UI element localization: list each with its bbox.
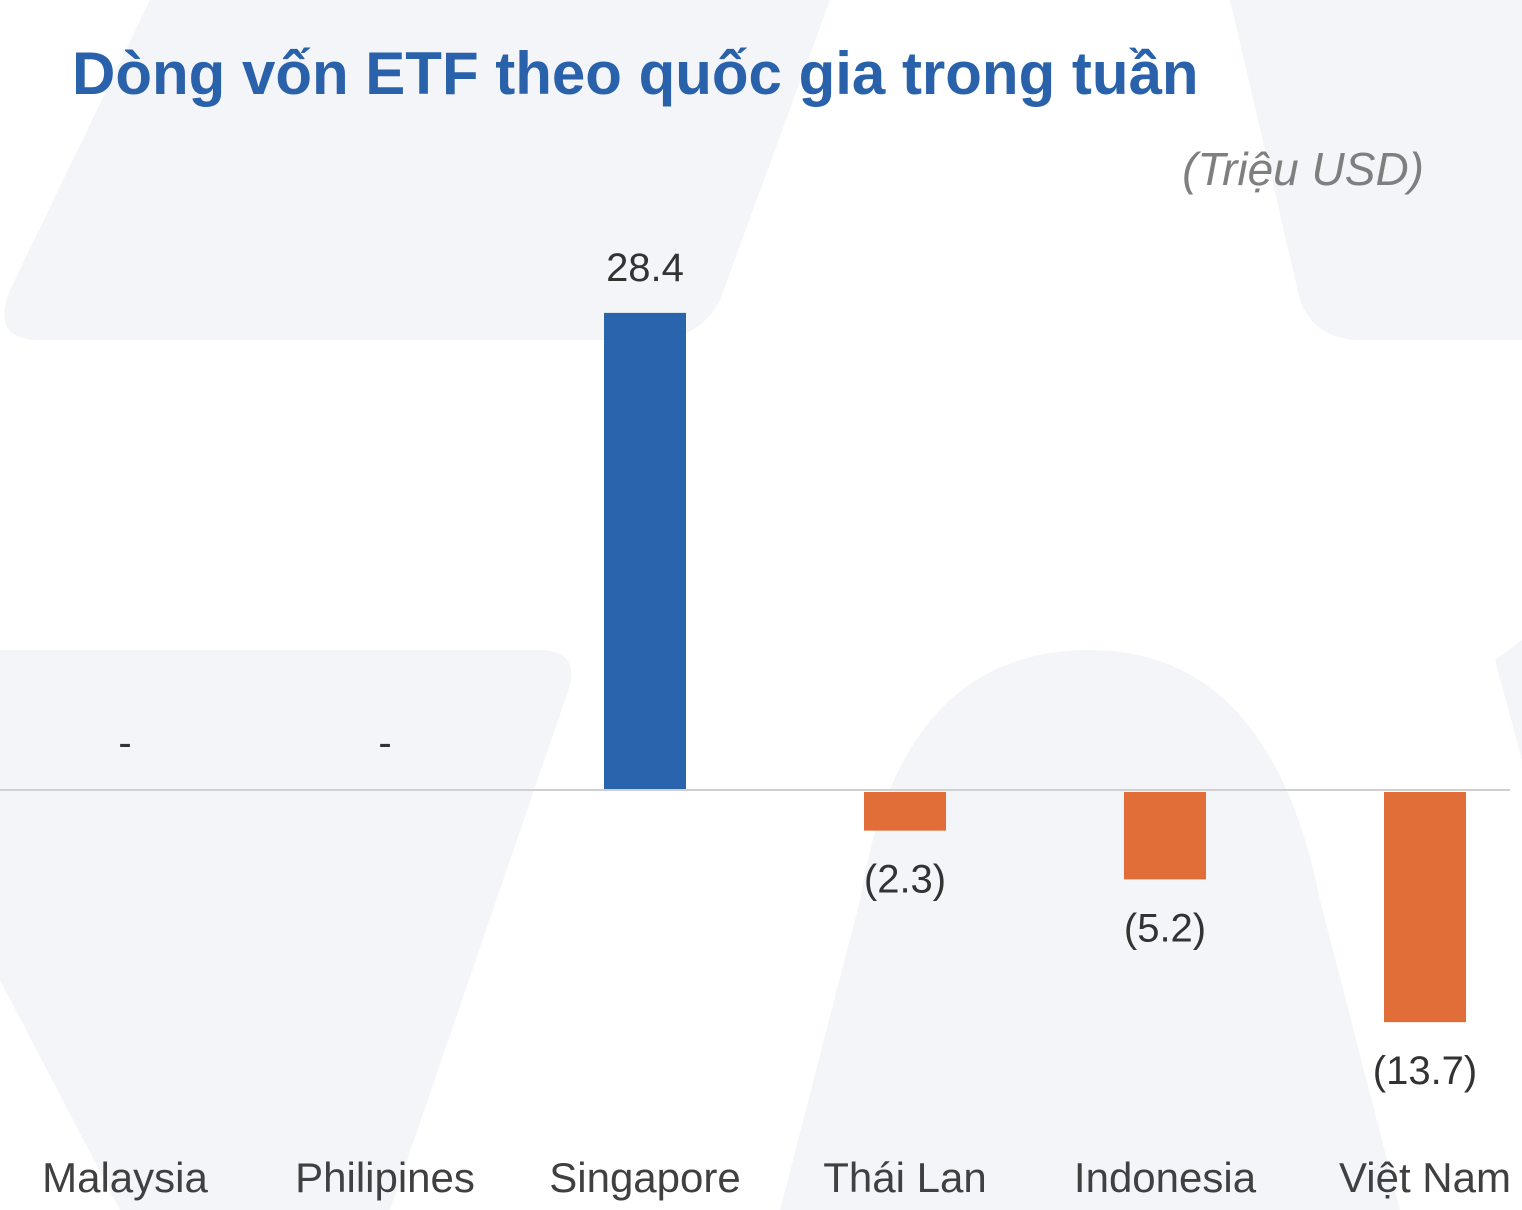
category-label-indonesia: Indonesia <box>1074 1154 1257 1201</box>
data-label-indonesia: (5.2) <box>1124 906 1206 950</box>
data-label-malaysia: - <box>118 721 131 765</box>
category-label-singapore: Singapore <box>549 1154 740 1201</box>
category-label-thai-lan: Thái Lan <box>823 1154 986 1201</box>
data-label-viet-nam: (13.7) <box>1373 1049 1478 1093</box>
bar-singapore <box>604 312 686 790</box>
data-label-philipines: - <box>378 721 391 765</box>
unit-label: (Triệu USD) <box>1182 143 1424 195</box>
category-label-malaysia: Malaysia <box>42 1154 208 1201</box>
category-label-philipines: Philipines <box>295 1154 475 1201</box>
data-label-thai-lan: (2.3) <box>864 858 946 902</box>
bar-viet-nam <box>1384 792 1466 1023</box>
chart-title: Dòng vốn ETF theo quốc gia trong tuần <box>72 40 1199 107</box>
data-label-singapore: 28.4 <box>606 246 684 290</box>
bar-thai-lan <box>864 792 946 831</box>
bar-indonesia <box>1124 792 1206 880</box>
category-label-viet-nam: Việt Nam <box>1339 1154 1511 1201</box>
